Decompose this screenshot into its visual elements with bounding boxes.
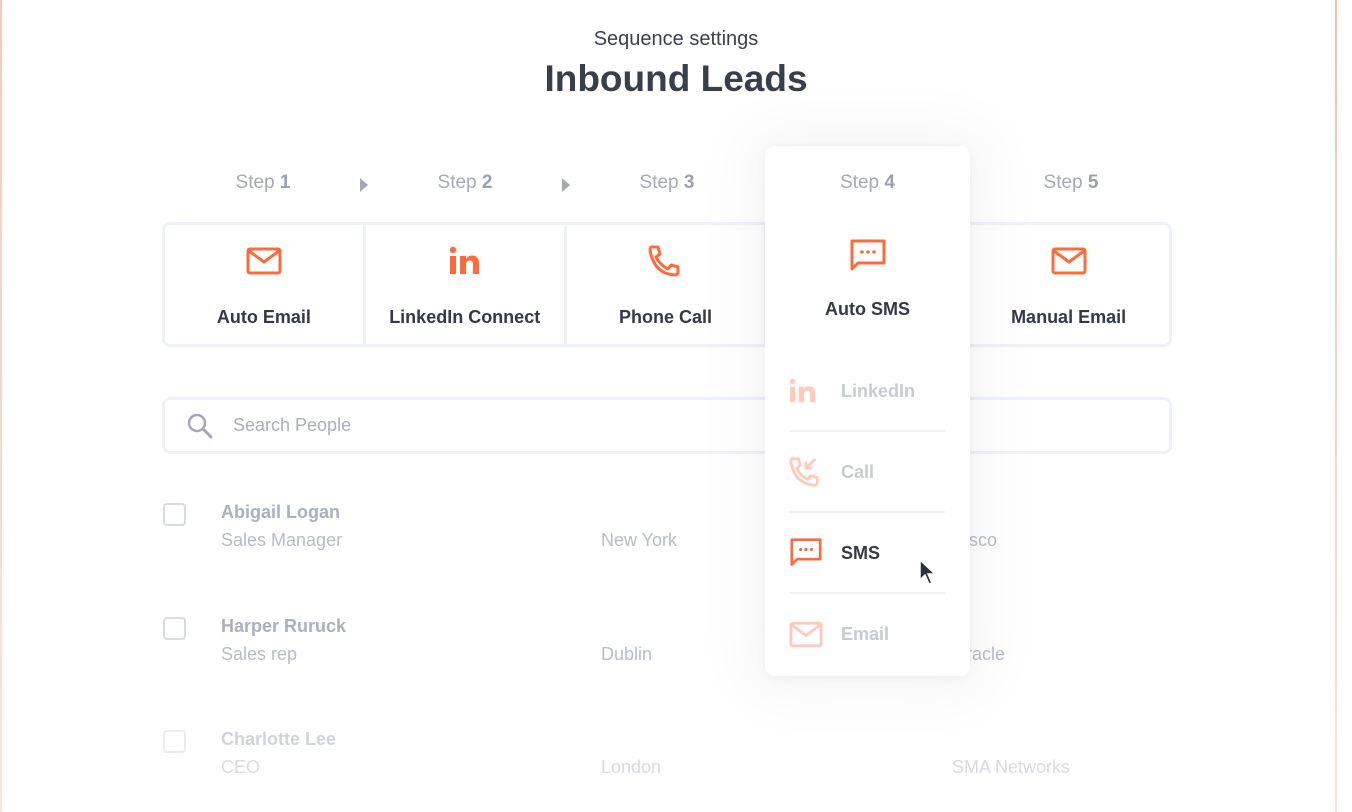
option-label: Call bbox=[841, 461, 875, 482]
step-header-row: Step 1 Step 2 Step 3 Step 5 bbox=[162, 172, 1172, 194]
row-checkbox[interactable] bbox=[163, 503, 186, 526]
table-row[interactable]: Charlotte Lee CEO London SMA Networks bbox=[162, 729, 1172, 789]
step-card-auto-sms[interactable]: Auto SMS bbox=[825, 299, 910, 319]
row-checkbox[interactable] bbox=[163, 730, 186, 753]
step-arrow-icon bbox=[562, 178, 570, 192]
step-card-manual-email[interactable]: Manual Email bbox=[968, 225, 1169, 344]
table-row[interactable]: Harper Ruruck Sales rep Dublin Oracle bbox=[162, 616, 1172, 676]
step-5-header: Step 5 bbox=[1043, 172, 1099, 193]
page-edge-right bbox=[1335, 0, 1337, 812]
step-4-header: Step 4 bbox=[840, 172, 895, 193]
page-title: Inbound Leads bbox=[544, 58, 808, 99]
step-card-label: Auto Email bbox=[216, 307, 311, 327]
table-row[interactable]: Abigail Logan Sales Manager New York Cis… bbox=[162, 502, 1172, 562]
option-label: SMS bbox=[841, 542, 881, 563]
option-label: Email bbox=[841, 623, 890, 644]
person-company: SMA Networks bbox=[952, 757, 1071, 777]
page-edge-left bbox=[0, 0, 2, 812]
step-1-header: Step 1 bbox=[162, 172, 368, 194]
step-card-label: Manual Email bbox=[1011, 307, 1127, 327]
dropdown-option-email[interactable]: Email bbox=[789, 594, 945, 674]
search-placeholder: Search People bbox=[233, 415, 352, 435]
person-name: Harper Ruruck bbox=[221, 616, 347, 636]
incoming-call-icon bbox=[789, 456, 841, 488]
dropdown-option-linkedin[interactable]: LinkedIn bbox=[789, 352, 945, 432]
person-city: New York bbox=[601, 530, 678, 550]
mouse-cursor-icon bbox=[919, 558, 937, 585]
sms-icon bbox=[789, 537, 841, 569]
step-card-label: Phone Call bbox=[618, 307, 712, 327]
person-name: Charlotte Lee bbox=[221, 729, 337, 749]
person-city: Dublin bbox=[601, 644, 653, 664]
person-city: London bbox=[601, 757, 662, 777]
step-card-label: LinkedIn Connect bbox=[389, 307, 541, 327]
sms-icon bbox=[765, 238, 970, 274]
step-card-auto-email[interactable]: Auto Email bbox=[165, 225, 366, 344]
person-role: CEO bbox=[221, 757, 261, 777]
row-checkbox[interactable] bbox=[163, 617, 186, 640]
step-arrow-icon bbox=[360, 178, 368, 192]
mail-icon bbox=[1051, 241, 1087, 281]
steps-cards: Auto Email LinkedIn Connect Phone Call M… bbox=[162, 222, 1172, 347]
step-3-header: Step 3 bbox=[639, 172, 695, 193]
option-label: LinkedIn bbox=[841, 380, 916, 401]
dropdown-option-sms[interactable]: SMS bbox=[789, 514, 945, 594]
search-people-input[interactable]: Search People bbox=[162, 397, 1172, 454]
mail-icon bbox=[789, 621, 841, 648]
linkedin-icon bbox=[789, 378, 841, 404]
linkedin-icon bbox=[449, 241, 481, 281]
person-role: Sales rep bbox=[221, 644, 298, 664]
step-card-phone-call[interactable]: Phone Call bbox=[567, 225, 768, 344]
step-4-dropdown: Step 4 Auto SMS LinkedIn Call SMS Email bbox=[765, 146, 970, 676]
person-role: Sales Manager bbox=[221, 530, 343, 550]
dropdown-option-call[interactable]: Call bbox=[789, 433, 945, 513]
phone-icon bbox=[648, 241, 682, 281]
search-icon bbox=[187, 413, 213, 438]
mail-icon bbox=[246, 241, 282, 281]
page-subtitle: Sequence settings bbox=[593, 28, 759, 50]
step-2-header: Step 2 bbox=[364, 172, 570, 194]
person-name: Abigail Logan bbox=[221, 502, 340, 522]
step-card-linkedin-connect[interactable]: LinkedIn Connect bbox=[366, 225, 567, 344]
